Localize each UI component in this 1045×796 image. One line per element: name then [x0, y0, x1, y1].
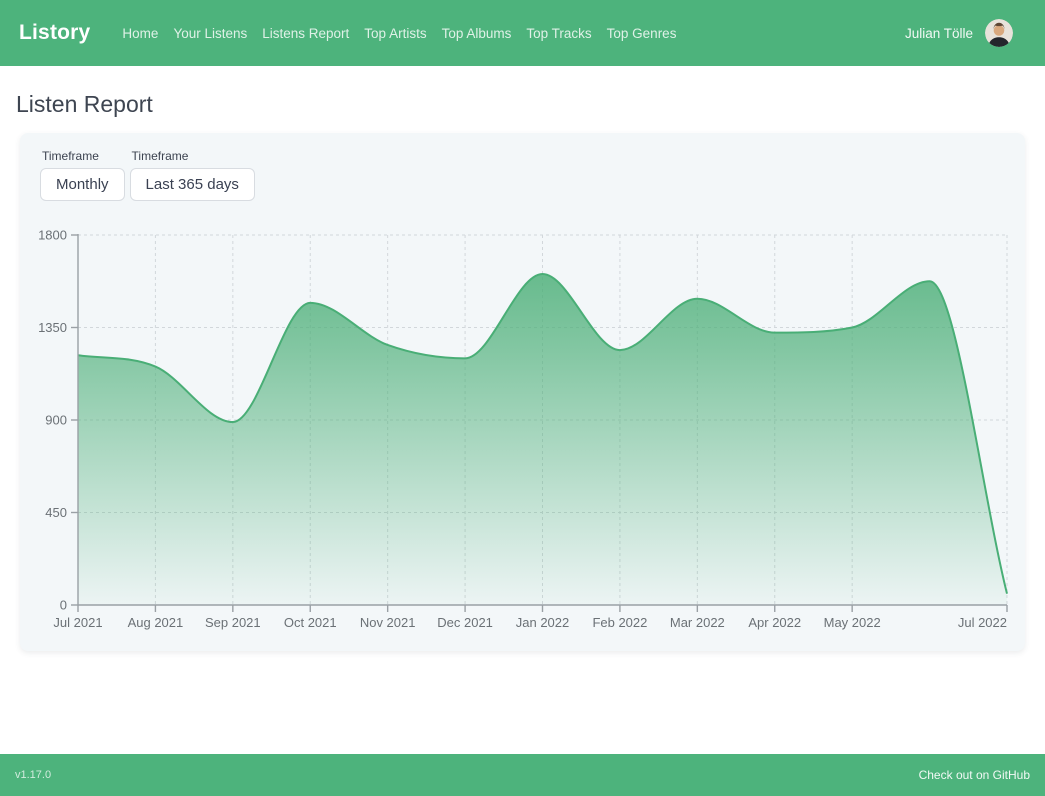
report-card: Timeframe Monthly Timeframe Last 365 day…: [20, 133, 1025, 651]
y-axis-label: 900: [45, 413, 67, 428]
listen-chart[interactable]: 0 450 900 1350 1800 Jul 2021 Aug 2021 Sep 2021 O…: [20, 227, 1025, 639]
timeframe-granularity-button[interactable]: Monthly: [40, 168, 125, 201]
x-axis-label: Dec 2021: [437, 615, 493, 630]
y-axis-label: 450: [45, 505, 67, 520]
chart-area: 0 450 900 1350 1800 Jul 2021 Aug 2021 Sep 2021 O…: [20, 227, 1025, 639]
user-menu[interactable]: Julian Tölle: [905, 19, 1013, 47]
y-axis-label: 1350: [38, 320, 67, 335]
listens-line: [77, 273, 1008, 594]
version-label: v1.17.0: [15, 769, 52, 781]
x-axis-label: Jan 2022: [516, 615, 570, 630]
filter-group-range: Timeframe Last 365 days: [129, 149, 255, 201]
area-fill: [78, 274, 1007, 605]
filter-label: Timeframe: [131, 149, 189, 163]
x-axis-label: Apr 2022: [748, 615, 801, 630]
nav-item-top-albums[interactable]: Top Albums: [441, 25, 512, 41]
x-axis-label: Oct 2021: [284, 615, 337, 630]
brand-logo[interactable]: Listory: [19, 21, 91, 44]
x-axis-label: Nov 2021: [360, 615, 416, 630]
page-title: Listen Report: [16, 91, 153, 117]
user-name: Julian Tölle: [904, 25, 973, 41]
nav-item-top-genres[interactable]: Top Genres: [606, 25, 677, 41]
filters-row: Timeframe Monthly Timeframe Last 365 day…: [20, 133, 1025, 201]
nav-item-top-tracks[interactable]: Top Tracks: [526, 25, 592, 41]
avatar-photo: [985, 19, 1013, 47]
filter-label: Timeframe: [42, 149, 99, 163]
footer: v1.17.0 Check out on GitHub: [0, 754, 1045, 796]
main-content: Listen Report Timeframe Monthly Timefram…: [0, 66, 1045, 754]
nav-item-home[interactable]: Home: [122, 25, 159, 41]
nav-item-top-artists[interactable]: Top Artists: [364, 25, 427, 41]
user-avatar[interactable]: [985, 19, 1013, 47]
x-axis-label: Jul 2021: [53, 615, 102, 630]
nav-item-listens-report[interactable]: Listens Report: [262, 25, 350, 41]
y-axis-label: 0: [60, 598, 67, 613]
github-link[interactable]: Check out on GitHub: [918, 768, 1030, 782]
y-axis-label: 1800: [38, 228, 67, 243]
navbar: Listory Home Your Listens Listens Report…: [0, 0, 1045, 66]
x-axis-label: May 2022: [824, 615, 881, 630]
x-axis-label: Feb 2022: [592, 615, 647, 630]
x-axis-label: Sep 2021: [205, 615, 261, 630]
x-axis-label: Aug 2021: [128, 615, 184, 630]
nav-links: Home Your Listens Listens Report Top Art…: [122, 26, 676, 41]
timeframe-range-button[interactable]: Last 365 days: [129, 168, 255, 201]
filter-group-granularity: Timeframe Monthly: [40, 149, 125, 201]
nav-item-your-listens[interactable]: Your Listens: [173, 25, 248, 41]
x-axis-label: Jul 2022: [958, 615, 1007, 630]
x-axis-label: Mar 2022: [670, 615, 725, 630]
